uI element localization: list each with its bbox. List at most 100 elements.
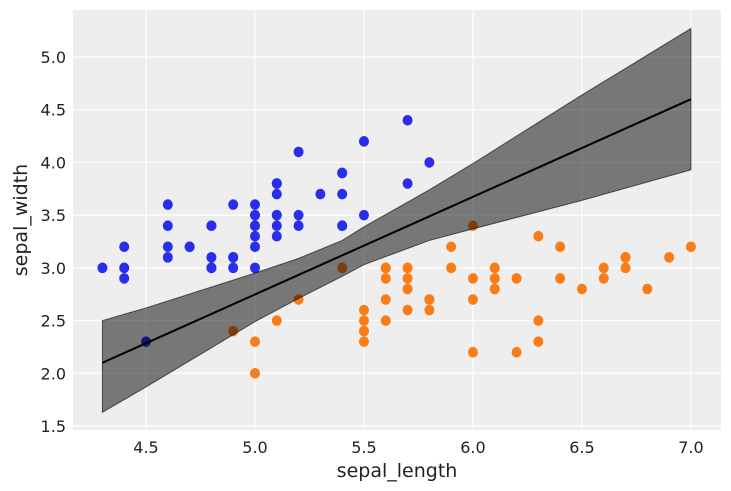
data-point-class-0: [206, 220, 217, 231]
data-point-class-0: [337, 220, 348, 231]
data-point-class-1: [489, 262, 500, 274]
y-tick-label: 3.0: [41, 259, 66, 278]
data-point-class-0: [337, 167, 348, 179]
uncertainty-band: [101, 27, 692, 414]
data-point-class-1: [380, 273, 391, 284]
data-point-class-1: [533, 230, 544, 242]
data-point-class-1: [598, 273, 609, 284]
data-point-class-0: [119, 273, 130, 284]
data-point-class-1: [511, 273, 522, 284]
x-ticks: 4.5 5.0 5.5 6.0 6.5 7.0: [133, 438, 703, 457]
data-point-class-0: [162, 241, 173, 253]
data-point-class-1: [642, 283, 653, 295]
data-point-class-1: [555, 273, 566, 284]
data-point-class-0: [271, 220, 282, 231]
data-point-class-0: [293, 209, 304, 221]
data-point-class-0: [97, 262, 108, 274]
boundary-line-group: [102, 98, 692, 364]
data-point-class-0: [249, 209, 260, 221]
data-point-class-1: [467, 273, 478, 284]
data-point-class-1: [402, 283, 413, 295]
data-point-class-0: [162, 199, 173, 210]
data-point-class-0: [402, 178, 413, 189]
points: [97, 114, 696, 379]
data-point-class-1: [249, 367, 260, 379]
data-point-class-0: [293, 220, 304, 231]
data-point-class-0: [271, 209, 282, 221]
y-axis-label: sepal_width: [10, 164, 32, 276]
x-tick-label: 7.0: [678, 438, 703, 457]
x-axis-label: sepal_length: [337, 460, 458, 482]
data-point-class-1: [620, 252, 631, 263]
y-tick-label: 4.5: [41, 101, 66, 120]
data-point-class-0: [358, 136, 369, 147]
data-point-class-1: [424, 294, 435, 305]
data-point-class-0: [162, 252, 173, 263]
x-tick-label: 5.0: [242, 438, 267, 457]
data-point-class-1: [402, 304, 413, 316]
data-point-class-1: [249, 336, 260, 347]
y-tick-label: 4.0: [41, 153, 66, 172]
data-point-class-1: [402, 273, 413, 284]
data-point-class-1: [271, 315, 282, 326]
x-tick-label: 6.5: [569, 438, 594, 457]
data-point-class-0: [249, 262, 260, 274]
data-point-class-0: [206, 252, 217, 263]
data-point-class-0: [249, 241, 260, 253]
data-point-class-0: [249, 230, 260, 242]
data-point-class-0: [358, 209, 369, 221]
data-point-class-1: [489, 273, 500, 284]
data-point-class-1: [424, 304, 435, 316]
data-point-class-0: [119, 262, 130, 274]
y-ticks: 1.5 2.0 2.5 3.0 3.5 4.0 4.5 5.0: [41, 48, 66, 436]
data-point-class-1: [380, 262, 391, 274]
y-tick-label: 2.0: [41, 364, 66, 383]
data-point-class-1: [380, 315, 391, 326]
data-point-class-0: [315, 188, 326, 200]
data-point-class-0: [249, 220, 260, 231]
data-point-class-1: [511, 346, 522, 358]
y-tick-label: 1.5: [41, 417, 66, 436]
data-point-class-1: [533, 336, 544, 347]
data-point-class-1: [358, 304, 369, 316]
data-point-class-1: [576, 283, 587, 295]
data-point-class-1: [402, 262, 413, 274]
data-point-class-0: [402, 114, 413, 126]
data-point-class-1: [446, 262, 457, 274]
boundary-line: [102, 98, 692, 364]
data-point-class-0: [271, 188, 282, 200]
data-point-class-1: [664, 252, 675, 263]
y-tick-label: 3.5: [41, 206, 66, 225]
data-point-class-1: [358, 336, 369, 347]
data-point-class-0: [228, 199, 239, 210]
data-point-class-0: [293, 146, 304, 158]
data-point-class-0: [337, 188, 348, 200]
data-point-class-1: [467, 346, 478, 358]
data-point-class-1: [358, 325, 369, 337]
data-point-class-0: [162, 220, 173, 231]
data-point-class-1: [620, 262, 631, 274]
data-point-class-1: [380, 294, 391, 305]
data-point-class-1: [446, 241, 457, 253]
data-point-class-1: [598, 262, 609, 274]
data-point-class-0: [249, 199, 260, 210]
data-point-class-1: [555, 241, 566, 253]
data-point-class-1: [685, 241, 696, 253]
y-tick-label: 5.0: [41, 48, 66, 67]
data-point-class-0: [271, 178, 282, 189]
y-tick-label: 2.5: [41, 312, 66, 331]
data-point-class-1: [467, 294, 478, 305]
band-area: [101, 27, 692, 414]
x-tick-label: 4.5: [133, 438, 158, 457]
data-point-class-1: [533, 315, 544, 326]
data-point-class-0: [271, 230, 282, 242]
x-tick-label: 6.0: [460, 438, 485, 457]
data-point-class-1: [358, 315, 369, 326]
data-point-class-0: [228, 252, 239, 263]
data-point-class-0: [119, 241, 130, 253]
data-point-class-0: [206, 262, 217, 274]
data-point-class-0: [184, 241, 195, 253]
data-point-class-0: [228, 262, 239, 274]
